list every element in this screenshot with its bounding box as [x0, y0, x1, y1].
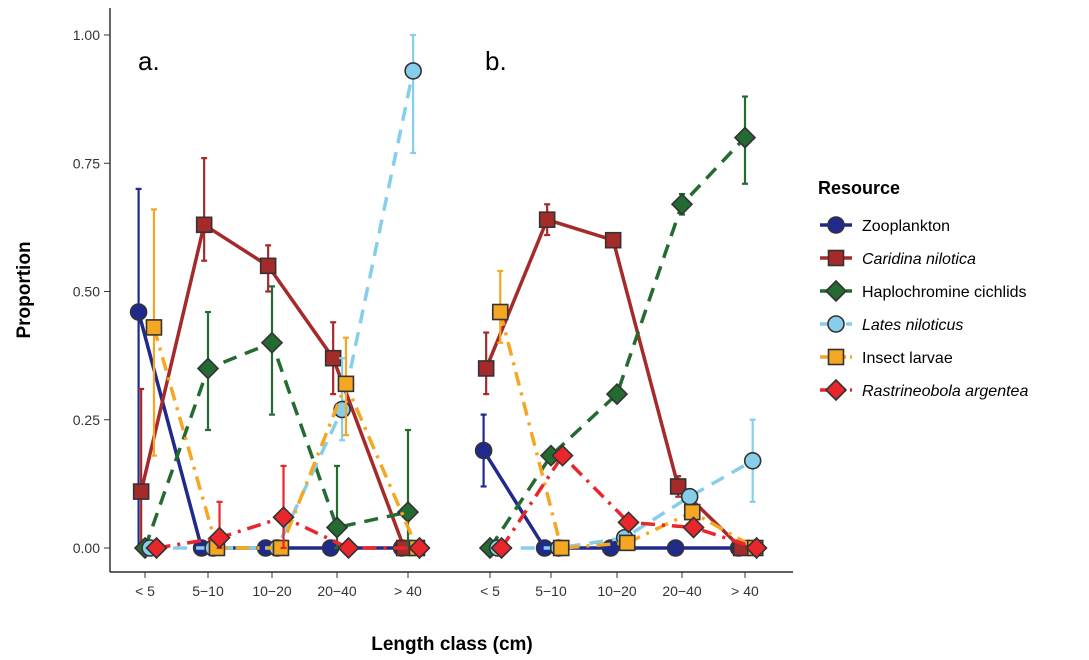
y-axis: 0.00 0.25 0.50 0.75 1.00	[73, 8, 111, 572]
x-tick-label: 20−40	[662, 583, 702, 599]
data-point-diamond	[396, 500, 420, 524]
series-line	[498, 311, 757, 550]
data-point-circle	[680, 487, 699, 506]
legend-label: Lates niloticus	[862, 317, 963, 334]
x-tick-label: 10−20	[252, 583, 292, 599]
data-point-diamond	[337, 536, 360, 560]
y-axis-title: Proportion	[14, 241, 35, 338]
legend-label: Rastrineobola argentea	[862, 383, 1028, 400]
y-tick-label: 1.00	[73, 27, 100, 43]
series-line	[500, 453, 758, 550]
data-point-square	[683, 503, 701, 521]
data-point-diamond	[745, 536, 768, 560]
data-point-diamond	[617, 511, 640, 534]
x-tick-label: 10−20	[597, 583, 637, 599]
series-line	[484, 217, 743, 550]
data-point-circle	[743, 451, 762, 470]
panel-label: b.	[485, 46, 507, 76]
legend-items: Zooplankton Caridina nilotica Haplochromin…	[820, 216, 1028, 402]
data-point-diamond	[490, 536, 513, 560]
x-axis-title: Length class (cm)	[371, 634, 533, 655]
data-point-diamond	[551, 444, 574, 467]
legend: Resource Zooplankton Caridina nilotica Hap…	[818, 178, 1028, 402]
data-point-square	[827, 249, 845, 267]
legend-label: Haplochromine cichlids	[862, 284, 1027, 301]
data-point-square	[827, 348, 845, 366]
legend-item: Insect larvae	[820, 348, 953, 367]
data-point-diamond	[408, 536, 431, 560]
data-point-square	[337, 375, 355, 393]
data-point-diamond	[145, 536, 168, 560]
data-point-diamond	[272, 506, 295, 529]
legend-item: Zooplankton	[820, 216, 950, 235]
x-tick-label: > 40	[731, 583, 759, 599]
x-tick-label: 5−10	[535, 583, 567, 599]
data-point-circle	[666, 539, 685, 557]
data-point-square	[195, 216, 213, 234]
y-tick-label: 0.25	[73, 412, 100, 428]
x-tick-label: > 40	[394, 583, 422, 599]
data-point-circle	[404, 62, 422, 80]
data-point-diamond	[208, 526, 231, 549]
legend-item: Lates niloticus	[820, 315, 963, 334]
plot-panels: 0.00 0.25 0.50 0.75 1.00 < 5 5−10 10−20 20−40 > 4…	[73, 8, 793, 599]
data-point-diamond	[824, 279, 848, 303]
x-tick-label: < 5	[135, 583, 155, 599]
data-point-circle	[827, 216, 845, 234]
x-tick-label: 5−10	[192, 583, 224, 599]
data-point-diamond	[824, 378, 848, 402]
data-point-diamond	[682, 516, 705, 539]
data-point-square	[552, 539, 570, 557]
legend-label: Insect larvae	[862, 350, 953, 367]
data-point-square	[538, 211, 556, 228]
data-point-square	[324, 349, 342, 367]
data-point-square	[132, 483, 150, 500]
legend-item: Haplochromine cichlids	[820, 279, 1027, 303]
x-tick-label: 20−40	[317, 583, 357, 599]
series-rastrineobola-argentea	[145, 464, 431, 560]
data-point-square	[477, 360, 495, 377]
data-point-diamond	[733, 126, 757, 149]
data-point-circle	[129, 303, 148, 321]
series-zooplankton	[129, 187, 411, 557]
data-point-diamond	[605, 382, 629, 406]
legend-title: Resource	[818, 178, 900, 198]
y-tick-label: 0.75	[73, 155, 100, 171]
data-point-square	[259, 257, 277, 275]
series-line	[150, 70, 415, 550]
panel-b: < 5 5−10 10−20 20−40 > 40 b.	[452, 46, 793, 599]
legend-item: Caridina nilotica	[820, 249, 976, 268]
data-point-circle	[601, 539, 620, 557]
data-point-square	[669, 478, 687, 495]
data-point-square	[618, 534, 636, 552]
data-point-circle	[474, 441, 493, 460]
data-point-circle	[827, 315, 845, 333]
legend-label: Caridina nilotica	[862, 251, 976, 268]
legend-label: Zooplankton	[862, 218, 950, 235]
series-haplochromine-cichlids	[478, 95, 757, 560]
series-caridina-nilotica	[132, 157, 413, 557]
y-tick-label: 0.00	[73, 540, 100, 556]
data-point-diamond	[325, 516, 349, 539]
x-tick-label: < 5	[480, 583, 500, 599]
panel-label: a.	[138, 46, 160, 76]
panel-a: < 5 5−10 10−20 20−40 > 40 a.	[110, 33, 452, 599]
series-zooplankton	[474, 413, 748, 557]
series-rastrineobola-argentea	[490, 444, 768, 560]
data-point-diamond	[670, 193, 694, 216]
y-tick-label: 0.50	[73, 284, 100, 300]
data-point-diamond	[260, 331, 284, 354]
data-point-square	[491, 303, 509, 321]
data-point-square	[145, 319, 163, 336]
data-point-square	[604, 231, 622, 249]
series-line	[152, 326, 419, 550]
data-point-diamond	[196, 357, 220, 380]
legend-item: Rastrineobola argentea	[820, 378, 1028, 402]
series-line	[488, 136, 747, 549]
